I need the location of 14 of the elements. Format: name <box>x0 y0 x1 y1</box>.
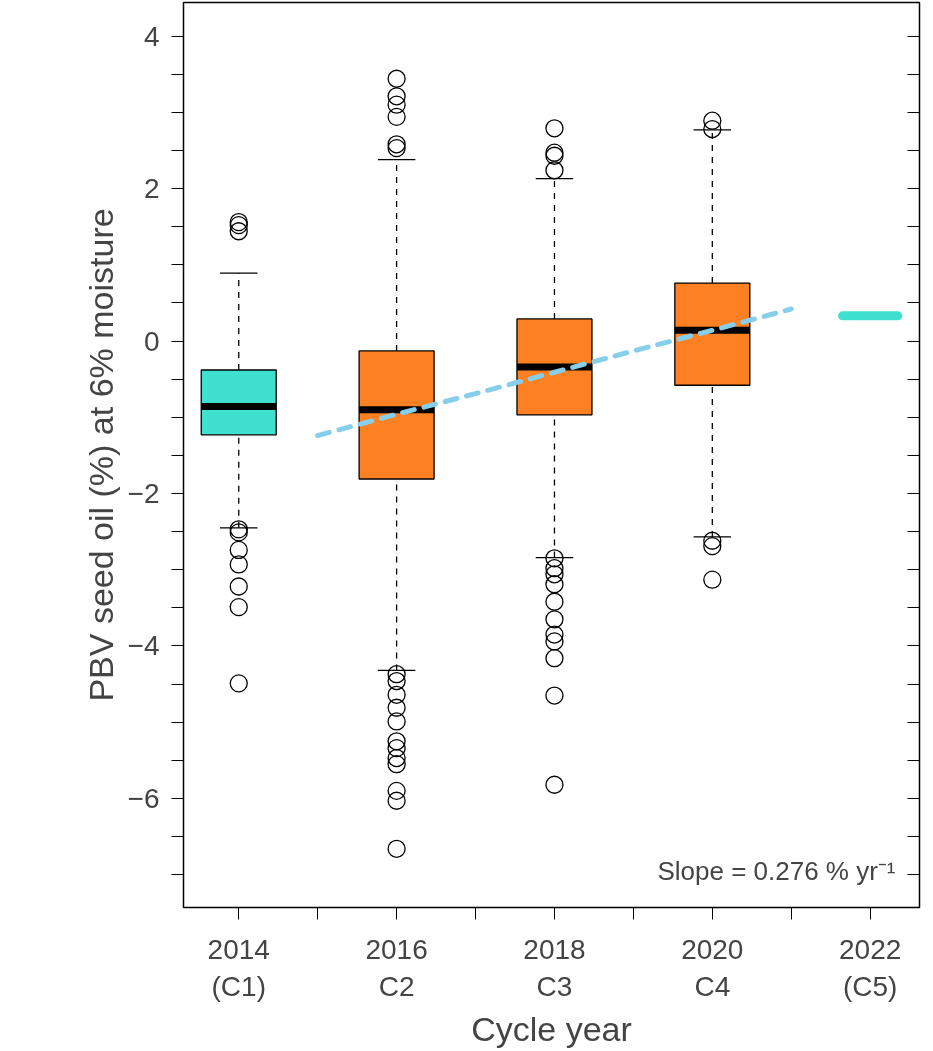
x-tick-label: 2020 C4 <box>681 933 744 1002</box>
annotation: Slope = 0.276 % yr⁻¹ <box>657 855 896 886</box>
y-tick-label: 2 <box>143 173 160 205</box>
y-tick-label: −6 <box>127 782 160 814</box>
y-tick-label: −4 <box>127 630 160 662</box>
y-axis-title: PBV seed oil (%) at 6% moisture <box>81 208 120 702</box>
y-tick-label: −2 <box>127 478 160 509</box>
y-tick-label: 4 <box>143 20 160 52</box>
x-tick-label: 2018 C3 <box>523 933 586 1002</box>
x-tick-label: 2014 (C1) <box>207 933 270 1002</box>
x-tick-label: 2022 (C5) <box>839 933 902 1002</box>
x-axis-title: Cycle year <box>471 1009 632 1048</box>
y-tick-label: 0 <box>143 325 160 357</box>
x-tick-label: 2016 C2 <box>365 933 428 1002</box>
